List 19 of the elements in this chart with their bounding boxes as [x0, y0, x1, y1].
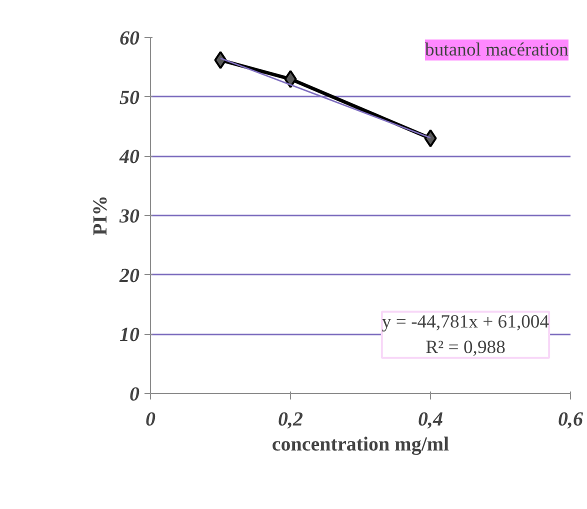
chart-title: butanol macération [425, 40, 570, 60]
y-tick-label: 30 [118, 206, 140, 228]
x-axis-title: concentration mg/ml [272, 434, 450, 456]
y-tick-label: 60 [120, 28, 140, 50]
point [284, 70, 297, 88]
annotation: R² = 0,988 [426, 336, 506, 358]
y-tick-label: 10 [120, 324, 140, 346]
y-tick-label: 40 [118, 146, 140, 168]
point [424, 129, 437, 148]
y-axis-title: PI% [90, 196, 112, 236]
annotation: y = -44,781x + 61,004 [382, 312, 550, 333]
x-tick-label: 0,4 [418, 408, 443, 430]
x-tick-label: 0,6 [558, 408, 583, 430]
y-tick-label: 0 [130, 384, 140, 406]
x-tick-label: 0 [146, 408, 156, 430]
y-tick-label: 50 [120, 86, 140, 109]
y-tick-label: 20 [118, 264, 140, 287]
x-tick-label: 0,2 [278, 408, 303, 430]
point [214, 51, 227, 70]
